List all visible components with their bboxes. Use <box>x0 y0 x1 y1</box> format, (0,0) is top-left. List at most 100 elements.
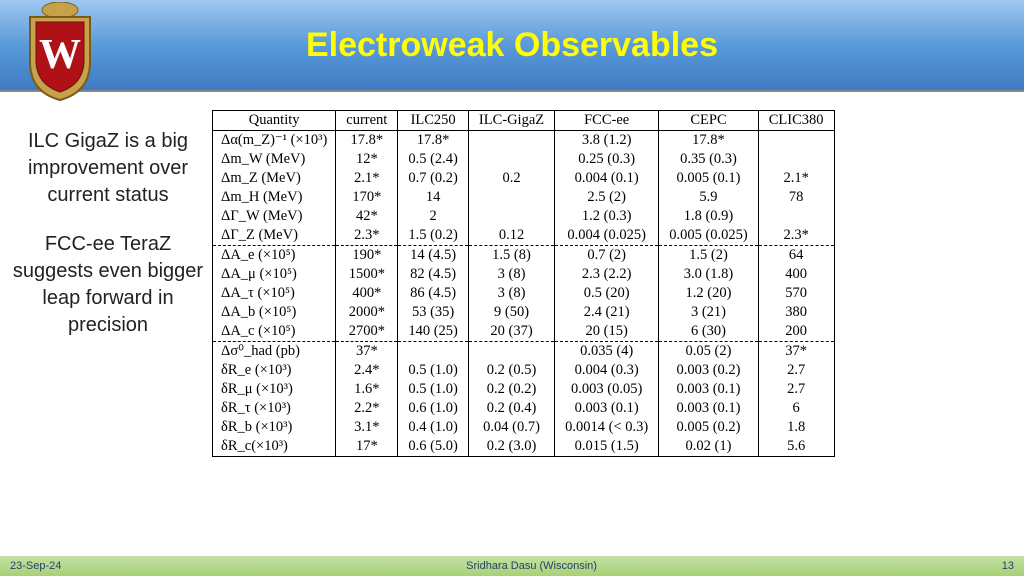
table-cell: 5.9 <box>659 188 759 207</box>
table-cell: δR_e (×10³) <box>213 361 336 380</box>
table-cell: 0.4 (1.0) <box>398 418 469 437</box>
table-cell: 2.7 <box>758 361 834 380</box>
table-row: δR_τ (×10³)2.2*0.6 (1.0)0.2 (0.4)0.003 (… <box>213 399 835 418</box>
table-header-row: QuantitycurrentILC250ILC-GigaZFCC-eeCEPC… <box>213 111 835 131</box>
table-cell <box>758 131 834 151</box>
table-cell: 0.2 <box>468 169 554 188</box>
table-body: Δα(m_Z)⁻¹ (×10³)17.8*17.8*3.8 (1.2)17.8*… <box>213 131 835 457</box>
table-cell: 37* <box>336 342 398 362</box>
table-cell: Δα(m_Z)⁻¹ (×10³) <box>213 131 336 151</box>
table-cell <box>468 188 554 207</box>
table-row: ΔA_e (×10⁵)190*14 (4.5)1.5 (8)0.7 (2)1.5… <box>213 246 835 266</box>
table-cell: 0.05 (2) <box>659 342 759 362</box>
table-cell: ΔA_μ (×10⁵) <box>213 265 336 284</box>
table-cell: ΔA_c (×10⁵) <box>213 322 336 342</box>
table-cell: 0.003 (0.1) <box>659 399 759 418</box>
table-cell: 1.5 (0.2) <box>398 226 469 246</box>
table-cell: 0.003 (0.1) <box>659 380 759 399</box>
table-cell: 2.2* <box>336 399 398 418</box>
table-cell: 2.4 (21) <box>555 303 659 322</box>
table-cell: 0.12 <box>468 226 554 246</box>
table-cell: 1.2 (20) <box>659 284 759 303</box>
table-cell: 82 (4.5) <box>398 265 469 284</box>
table-cell: 37* <box>758 342 834 362</box>
table-cell: 400 <box>758 265 834 284</box>
table-cell: 2.3* <box>336 226 398 246</box>
table-cell: 6 <box>758 399 834 418</box>
footer-author: Sridhara Dasu (Wisconsin) <box>466 560 597 572</box>
table-cell: 86 (4.5) <box>398 284 469 303</box>
table-row: ΔA_c (×10⁵)2700*140 (25)20 (37)20 (15)6 … <box>213 322 835 342</box>
table-cell: 1.8 (0.9) <box>659 207 759 226</box>
table-cell: 0.005 (0.1) <box>659 169 759 188</box>
table-header-cell: ILC250 <box>398 111 469 131</box>
table-cell: 200 <box>758 322 834 342</box>
table-header-cell: current <box>336 111 398 131</box>
observables-table-wrap: QuantitycurrentILC250ILC-GigaZFCC-eeCEPC… <box>212 110 1012 536</box>
table-cell: 14 <box>398 188 469 207</box>
table-cell: Δm_Z (MeV) <box>213 169 336 188</box>
table-cell: Δm_H (MeV) <box>213 188 336 207</box>
table-cell: 2.1* <box>758 169 834 188</box>
table-cell: 0.004 (0.1) <box>555 169 659 188</box>
table-cell: 2.3 (2.2) <box>555 265 659 284</box>
slide-footer: 23-Sep-24 Sridhara Dasu (Wisconsin) 13 <box>0 556 1024 576</box>
table-cell <box>468 150 554 169</box>
table-cell: δR_μ (×10³) <box>213 380 336 399</box>
table-cell: 2000* <box>336 303 398 322</box>
table-row: Δm_W (MeV)12*0.5 (2.4)0.25 (0.3)0.35 (0.… <box>213 150 835 169</box>
table-row: Δm_H (MeV)170*142.5 (2)5.978 <box>213 188 835 207</box>
table-cell: 0.003 (0.05) <box>555 380 659 399</box>
table-cell: 1.2 (0.3) <box>555 207 659 226</box>
slide-header: W Electroweak Observables <box>0 0 1024 92</box>
footer-page: 13 <box>1002 560 1014 572</box>
table-cell: 64 <box>758 246 834 266</box>
table-header-cell: FCC-ee <box>555 111 659 131</box>
table-cell: 380 <box>758 303 834 322</box>
table-cell: δR_b (×10³) <box>213 418 336 437</box>
table-cell: 5.6 <box>758 437 834 457</box>
table-row: δR_b (×10³)3.1*0.4 (1.0)0.04 (0.7)0.0014… <box>213 418 835 437</box>
table-cell: ΔA_τ (×10⁵) <box>213 284 336 303</box>
table-cell: 42* <box>336 207 398 226</box>
table-cell: 3.8 (1.2) <box>555 131 659 151</box>
table-cell: 0.25 (0.3) <box>555 150 659 169</box>
table-cell: Δm_W (MeV) <box>213 150 336 169</box>
table-row: δR_c(×10³)17*0.6 (5.0)0.2 (3.0)0.015 (1.… <box>213 437 835 457</box>
table-cell: Δσ⁰_had (pb) <box>213 342 336 362</box>
table-cell: 0.5 (1.0) <box>398 361 469 380</box>
table-cell: 2 <box>398 207 469 226</box>
table-cell: 0.7 (2) <box>555 246 659 266</box>
table-cell: 1.6* <box>336 380 398 399</box>
table-cell: 1.5 (2) <box>659 246 759 266</box>
table-row: ΔΓ_W (MeV)42*21.2 (0.3)1.8 (0.9) <box>213 207 835 226</box>
table-cell <box>758 207 834 226</box>
table-cell: 2.5 (2) <box>555 188 659 207</box>
table-cell: 6 (30) <box>659 322 759 342</box>
table-cell: 170* <box>336 188 398 207</box>
table-cell: 17.8* <box>398 131 469 151</box>
table-cell: 1500* <box>336 265 398 284</box>
table-cell: 140 (25) <box>398 322 469 342</box>
sidebar-text: ILC GigaZ is a big improvement over curr… <box>12 110 212 536</box>
table-cell: 0.6 (5.0) <box>398 437 469 457</box>
table-cell: 400* <box>336 284 398 303</box>
wisconsin-crest-logo: W <box>20 2 100 102</box>
table-cell: 1.8 <box>758 418 834 437</box>
table-cell: 0.35 (0.3) <box>659 150 759 169</box>
table-cell: 1.5 (8) <box>468 246 554 266</box>
table-cell <box>468 207 554 226</box>
table-cell <box>468 342 554 362</box>
table-cell: 0.04 (0.7) <box>468 418 554 437</box>
table-row: δR_μ (×10³)1.6*0.5 (1.0)0.2 (0.2)0.003 (… <box>213 380 835 399</box>
table-cell: 0.02 (1) <box>659 437 759 457</box>
table-row: Δσ⁰_had (pb)37*0.035 (4)0.05 (2)37* <box>213 342 835 362</box>
table-cell: 3 (21) <box>659 303 759 322</box>
table-cell: 0.5 (2.4) <box>398 150 469 169</box>
svg-text:W: W <box>39 32 81 78</box>
sidebar-paragraph-2: FCC-ee TeraZ suggests even bigger leap f… <box>12 231 204 339</box>
table-cell: 0.0014 (< 0.3) <box>555 418 659 437</box>
table-cell: 2.1* <box>336 169 398 188</box>
table-header-cell: CEPC <box>659 111 759 131</box>
table-row: ΔA_μ (×10⁵)1500*82 (4.5)3 (8)2.3 (2.2)3.… <box>213 265 835 284</box>
